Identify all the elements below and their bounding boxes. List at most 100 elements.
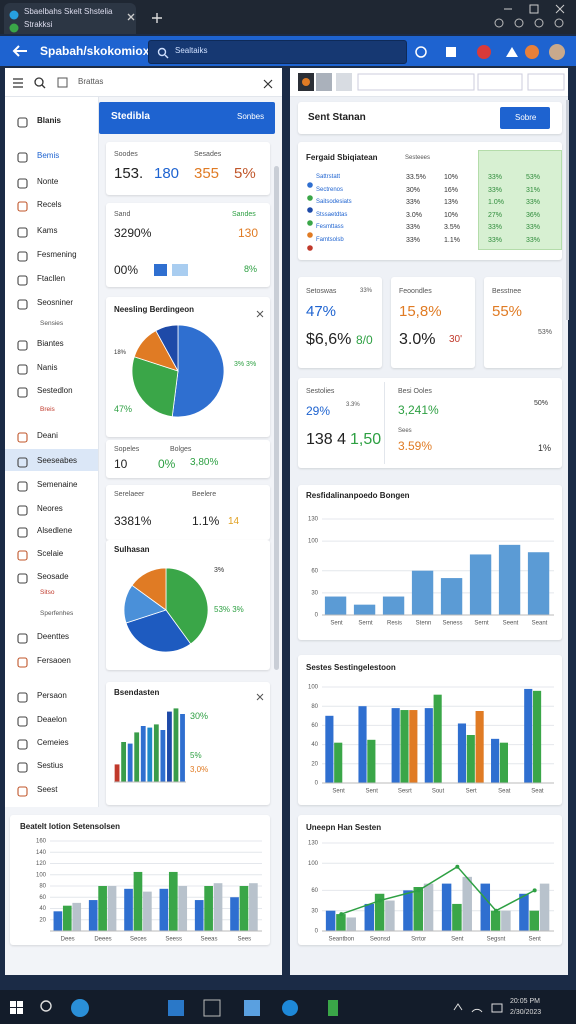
row-dot: [307, 200, 313, 213]
selected-row: [5, 449, 98, 471]
card-text: 130: [238, 226, 259, 240]
chart-title: Neesling Berdingeon: [114, 305, 195, 314]
sidebar-item[interactable]: Sestedlon: [37, 386, 73, 395]
sidebar-item[interactable]: Blanis: [37, 116, 62, 125]
icon-part: [17, 251, 28, 262]
pie-card: Neesling Berdingeon 18% 3% 3% 47%: [106, 297, 270, 437]
table-cell: 3.5%: [444, 224, 460, 231]
sidebar-item[interactable]: Bemis: [37, 151, 60, 160]
card-text: 10: [114, 457, 128, 471]
card: Serelaeer Beelere 3381% 1.1% 14: [106, 485, 270, 540]
icon-part: [17, 505, 28, 516]
sidebar: [5, 68, 99, 807]
sidebar-item[interactable]: Alsedlene: [37, 526, 73, 535]
bar: [147, 727, 153, 782]
chart-title: Resfidalinanpoedo Bongen: [306, 491, 410, 500]
icon-part: [17, 432, 28, 443]
bar: [167, 711, 172, 782]
table-cell: 33%: [526, 224, 541, 231]
table-cell: 33.5%: [406, 174, 426, 181]
sidebar-item[interactable]: Seeseabes: [37, 456, 78, 465]
bar: [194, 900, 204, 931]
sidebar-item[interactable]: Deani: [37, 431, 58, 440]
sidebar-item[interactable]: Cemeies: [37, 738, 69, 747]
icon-part: [453, 1003, 463, 1011]
sidebar-item[interactable]: Seest: [37, 785, 58, 794]
chart: [123, 567, 209, 653]
sidebar-item[interactable]: Deaelon: [37, 715, 67, 724]
icon-part: [17, 178, 28, 189]
bar: [539, 883, 550, 931]
sidebar-item[interactable]: Deenttes: [37, 632, 70, 641]
icon-part: [307, 207, 313, 213]
card-text: Sopeles: [114, 446, 140, 453]
sidebar-item[interactable]: Ftacllen: [37, 274, 66, 283]
sidebar-item[interactable]: Neores: [37, 504, 63, 513]
icon-part: [256, 310, 264, 318]
table-header: Sesteees: [405, 155, 431, 161]
bar: [480, 883, 491, 931]
icon-part: [17, 117, 28, 128]
icon-part: [477, 73, 523, 91]
bar: [127, 743, 133, 782]
section-action[interactable]: Sonbes: [237, 112, 265, 121]
table-cell: 16%: [444, 186, 459, 194]
y-tick-label: 0: [315, 781, 319, 787]
y-tick-label: 30: [311, 590, 318, 596]
sidebar-item[interactable]: Scelaie: [37, 549, 64, 558]
bar: [325, 715, 334, 783]
sidebar-item[interactable]: Fersaoen: [37, 656, 71, 665]
icon-part: [17, 201, 28, 212]
table-cell: 10%: [444, 174, 459, 181]
sidebar-item[interactable]: Recels: [37, 200, 62, 209]
y-tick-label: 0: [315, 929, 319, 935]
sidebar-item[interactable]: Sensies: [40, 320, 64, 327]
sidebar-item[interactable]: Seosniner: [37, 298, 74, 307]
primary-button[interactable]: Sobre: [500, 107, 550, 129]
bar: [423, 883, 434, 931]
sidebar-item[interactable]: Breis: [40, 406, 55, 413]
y-tick-label: 20: [311, 761, 318, 767]
sidebar-item[interactable]: Sestius: [37, 761, 64, 770]
search-box[interactable]: Sealtaiks: [148, 40, 407, 64]
icon-part: [17, 299, 28, 310]
browser-tab[interactable]: Sbaelbahs Skelt Shstelia Strakksi: [4, 3, 136, 34]
sidebar-item[interactable]: Semenaine: [37, 480, 78, 489]
table-cell: Sattrstatt: [316, 174, 341, 180]
button-label[interactable]: Sobre: [515, 113, 537, 122]
table-cell: 33%: [488, 186, 503, 194]
sidebar-item[interactable]: Nanis: [37, 363, 58, 372]
sidebar-item[interactable]: Sitso: [40, 589, 55, 596]
annotation: 53% 3%: [214, 605, 244, 614]
sidebar-item[interactable]: Fesmening: [37, 250, 77, 259]
bar: [457, 723, 467, 783]
icon-part: [152, 13, 162, 23]
line-series: [341, 865, 536, 915]
icon-part: [152, 13, 162, 23]
sidebar-item[interactable]: Kams: [37, 226, 58, 235]
annotation: 30%: [190, 711, 209, 721]
sidebar-item[interactable]: Nonte: [37, 177, 59, 186]
x-tick-label: Sert: [466, 789, 477, 795]
y-tick-label: 60: [311, 568, 318, 574]
icon: [9, 7, 19, 20]
sidebar-item[interactable]: Sperfenhes: [40, 610, 74, 617]
icon: [17, 631, 28, 644]
sidebar-item[interactable]: Biantes: [37, 339, 64, 348]
table-cell: 36%: [526, 211, 541, 219]
icon-part: [525, 45, 539, 59]
icon-part: [256, 693, 264, 701]
icon-part: [17, 762, 28, 773]
bar: [367, 739, 376, 783]
bar: [469, 554, 492, 615]
icon-part: [17, 786, 28, 797]
sidebar-item[interactable]: Seosade: [37, 572, 69, 581]
icon: [17, 115, 28, 128]
y-tick-label: 60: [39, 895, 46, 901]
bar: [325, 910, 336, 931]
bar: [466, 735, 475, 783]
icon-part: [17, 527, 28, 538]
bar: [533, 690, 542, 783]
sidebar-item[interactable]: Persaon: [37, 691, 67, 700]
bar: [353, 604, 376, 615]
